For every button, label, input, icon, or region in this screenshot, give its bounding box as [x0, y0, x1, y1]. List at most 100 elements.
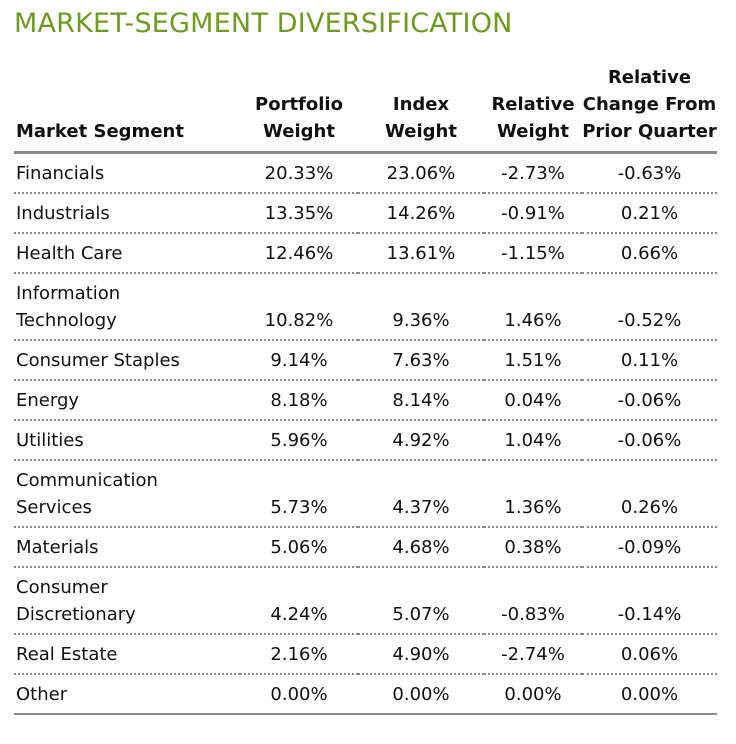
value-cell: 0.00%	[358, 674, 484, 715]
cell-value: 0.38%	[504, 537, 562, 558]
header-row: Market Segment Portfolio Weight Index Weig…	[14, 64, 717, 154]
cell-value: 4.92%	[392, 430, 450, 451]
value-cell: 0.00%	[582, 674, 717, 715]
segment-cell: Energy	[14, 380, 240, 421]
value-cell: 1.04%	[484, 420, 582, 461]
cell-value: 10.82%	[264, 310, 334, 331]
cell-value: 5.73%	[270, 497, 328, 518]
value-cell: 5.96%	[240, 420, 358, 461]
cell-value: 7.63%	[392, 350, 450, 371]
segment-cell: Industrials	[14, 193, 240, 234]
segment-cell: Utilities	[14, 420, 240, 461]
table: Market Segment Portfolio Weight Index Weig…	[14, 64, 717, 715]
segment-cell: Consumer Staples	[14, 340, 240, 381]
table-row: Communication Services 5.73% 4.37% 1.36% 0.2…	[14, 460, 717, 528]
value-cell: 14.26%	[358, 193, 484, 234]
segment-cell: Financials	[14, 152, 240, 194]
header-text: Relative Change From Prior Quarter	[582, 67, 717, 142]
value-cell: 0.06%	[582, 634, 717, 675]
cell-value: -0.52%	[617, 310, 682, 331]
table-row: Health Care 12.46% 13.61% -1.15% 0.66%	[14, 233, 717, 274]
cell-value: -0.63%	[617, 163, 682, 184]
value-cell: 4.90%	[358, 634, 484, 675]
cell-value: 5.06%	[270, 537, 328, 558]
segment-name: Materials	[16, 537, 99, 558]
cell-value: 20.33%	[264, 163, 334, 184]
value-cell: 0.38%	[484, 527, 582, 568]
value-cell: 0.00%	[484, 674, 582, 715]
segment-name: Information Technology	[16, 283, 121, 331]
cell-value: 0.11%	[620, 350, 679, 371]
value-cell: 20.33%	[240, 152, 358, 194]
cell-value: 1.36%	[504, 497, 562, 518]
cell-value: 4.37%	[392, 497, 450, 518]
cell-value: 2.16%	[270, 644, 328, 665]
cell-value: 8.18%	[270, 390, 328, 411]
table-row: Energy 8.18% 8.14% 0.04% -0.06%	[14, 380, 717, 421]
segment-name: Health Care	[16, 243, 123, 264]
value-cell: 4.92%	[358, 420, 484, 461]
value-cell: -1.15%	[484, 233, 582, 274]
value-cell: -2.74%	[484, 634, 582, 675]
value-cell: -0.06%	[582, 420, 717, 461]
segment-cell: Materials	[14, 527, 240, 568]
cell-value: -0.14%	[617, 604, 682, 625]
table-row: Information Technology 10.82% 9.36% 1.46% -0…	[14, 273, 717, 341]
segment-name: Communication Services	[16, 470, 158, 518]
header-text: Index Weight	[385, 94, 457, 142]
cell-value: 4.24%	[270, 604, 328, 625]
value-cell: -2.73%	[484, 152, 582, 194]
segment-name: Energy	[16, 390, 80, 411]
table-row: Real Estate 2.16% 4.90% -2.74% 0.06%	[14, 634, 717, 675]
segment-cell: Communication Services	[14, 460, 240, 528]
cell-value: -0.06%	[617, 430, 682, 451]
value-cell: 7.63%	[358, 340, 484, 381]
cell-value: 0.00%	[620, 684, 679, 705]
value-cell: -0.14%	[582, 567, 717, 635]
value-cell: 1.46%	[484, 273, 582, 341]
table-body: Financials 20.33% 23.06% -2.73% -0.63% Indust…	[14, 152, 717, 715]
segment-name: Utilities	[16, 430, 84, 451]
segment-cell: Health Care	[14, 233, 240, 274]
value-cell: 13.61%	[358, 233, 484, 274]
value-cell: -0.06%	[582, 380, 717, 421]
value-cell: -0.09%	[582, 527, 717, 568]
segment-cell: Other	[14, 674, 240, 715]
cell-value: -1.15%	[501, 243, 565, 264]
value-cell: 5.73%	[240, 460, 358, 528]
value-cell: -0.91%	[484, 193, 582, 234]
value-cell: 9.14%	[240, 340, 358, 381]
cell-value: 23.06%	[386, 163, 456, 184]
cell-value: 0.06%	[620, 644, 679, 665]
value-cell: 0.00%	[240, 674, 358, 715]
cell-value: -0.83%	[501, 604, 565, 625]
value-cell: -0.63%	[582, 152, 717, 194]
cell-value: 9.36%	[392, 310, 450, 331]
cell-value: 0.04%	[504, 390, 562, 411]
cell-value: 0.00%	[504, 684, 562, 705]
value-cell: 5.07%	[358, 567, 484, 635]
value-cell: 8.18%	[240, 380, 358, 421]
header-text: Portfolio Weight	[255, 94, 343, 142]
value-cell: 8.14%	[358, 380, 484, 421]
value-cell: 13.35%	[240, 193, 358, 234]
segment-cell: Consumer Discretionary	[14, 567, 240, 635]
value-cell: 4.37%	[358, 460, 484, 528]
value-cell: 12.46%	[240, 233, 358, 274]
column-header: Relative Weight	[484, 64, 582, 154]
segment-name: Consumer Discretionary	[16, 577, 136, 625]
table-row: Consumer Discretionary 4.24% 5.07% -0.83% -0…	[14, 567, 717, 635]
segment-name: Industrials	[16, 203, 110, 224]
table-row: Industrials 13.35% 14.26% -0.91% 0.21%	[14, 193, 717, 234]
cell-value: 4.68%	[392, 537, 450, 558]
cell-value: 0.66%	[620, 243, 679, 264]
value-cell: 9.36%	[358, 273, 484, 341]
table-row: Utilities 5.96% 4.92% 1.04% -0.06%	[14, 420, 717, 461]
cell-value: 8.14%	[392, 390, 450, 411]
cell-value: 0.26%	[620, 497, 679, 518]
cell-value: -0.06%	[617, 390, 682, 411]
cell-value: 13.35%	[264, 203, 334, 224]
column-header: Index Weight	[358, 64, 484, 154]
cell-value: -2.74%	[501, 644, 565, 665]
